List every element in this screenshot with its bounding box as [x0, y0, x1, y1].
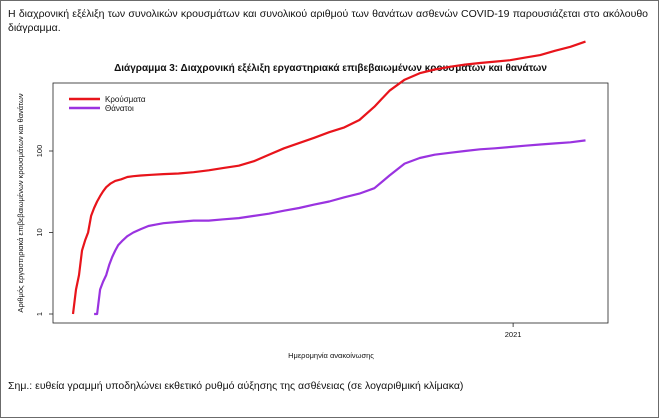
legend-label-deaths: Θάνατοι — [105, 104, 134, 113]
y-tick-label: 1 — [35, 312, 44, 316]
legend-label-cases: Κρούσματα — [105, 95, 146, 104]
intro-paragraph: Η διαχρονική εξέλιξη των συνολικών κρουσ… — [8, 8, 648, 34]
x-axis: 2021 — [505, 323, 522, 339]
y-axis-title: Αριθμός εργαστηριακά επιβεβαιωμένων κρου… — [16, 93, 25, 312]
chart-title: Διάγραμμα 3: Διαχρονική εξέλιξη εργαστηρ… — [114, 63, 547, 74]
series-layer — [71, 40, 586, 316]
legend: Κρούσματα Θάνατοι — [69, 95, 146, 113]
plot-frame — [52, 82, 609, 324]
series-line-cases — [71, 40, 586, 315]
y-tick-label: 10 — [35, 228, 44, 236]
y-tick-label: 100 — [35, 145, 44, 158]
x-axis-title: Ημερομηνία ανακοίνωσης — [288, 351, 374, 360]
y-axis: 1 10 100 — [35, 145, 53, 316]
series-line-deaths — [94, 139, 586, 316]
footnote: Σημ.: ευθεία γραμμή υποδηλώνει εκθετικό … — [8, 380, 464, 392]
x-tick-label: 2021 — [505, 330, 522, 339]
